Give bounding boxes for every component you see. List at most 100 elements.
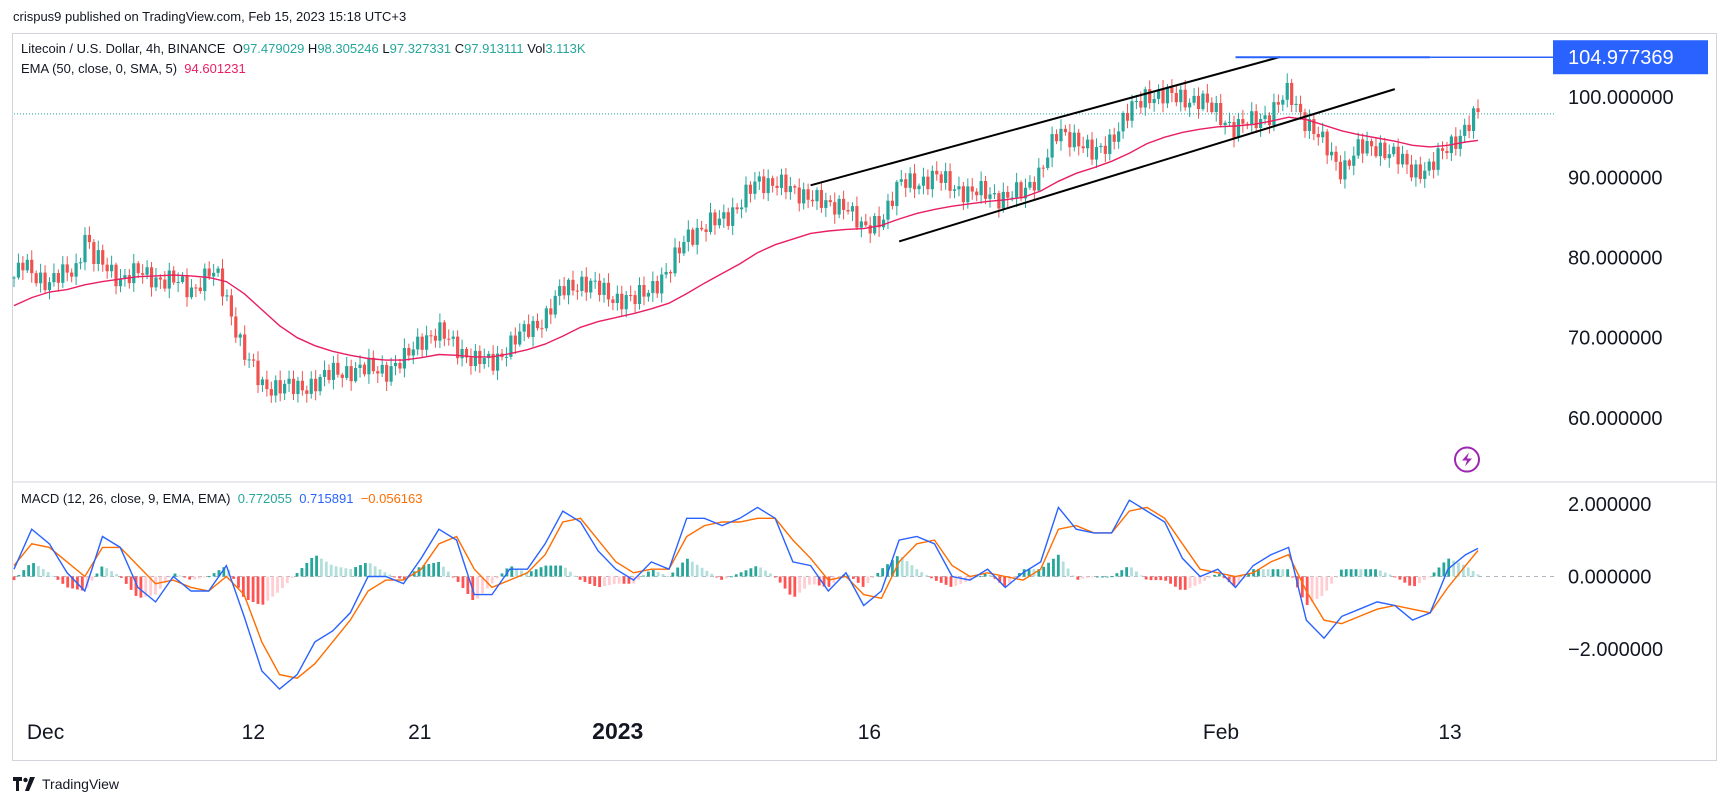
macd-histogram-bar bbox=[744, 570, 748, 577]
candle-body bbox=[1032, 181, 1036, 191]
macd-histogram-bar bbox=[959, 576, 963, 584]
macd-histogram-bar bbox=[749, 568, 753, 577]
macd-histogram-bar bbox=[642, 575, 645, 577]
time-axis-label: 2023 bbox=[592, 718, 643, 744]
macd-histogram-bar bbox=[554, 565, 558, 577]
ema-label[interactable]: EMA (50, close, 0, SMA, 5) bbox=[21, 61, 178, 76]
candle-body bbox=[1307, 119, 1312, 132]
candle-body bbox=[367, 357, 371, 375]
macd-histogram-bar bbox=[1418, 576, 1421, 584]
macd-histogram-bar bbox=[378, 569, 382, 577]
candle-body bbox=[948, 171, 952, 191]
candle-body bbox=[1378, 142, 1382, 157]
macd-histogram-bar bbox=[651, 570, 655, 577]
macd-histogram-bar bbox=[290, 576, 294, 579]
candle-body bbox=[806, 189, 810, 200]
macd-histogram-bar bbox=[568, 571, 572, 577]
macd-histogram-bar bbox=[666, 576, 670, 578]
candle-body bbox=[549, 308, 553, 315]
macd-histogram-bar bbox=[71, 576, 74, 589]
candle-body bbox=[163, 279, 167, 289]
macd-histogram-bar bbox=[202, 576, 206, 578]
candle-body bbox=[899, 179, 903, 182]
candle-body bbox=[65, 264, 69, 273]
candle-body bbox=[189, 287, 194, 298]
candle-body bbox=[456, 336, 460, 359]
macd-histogram-bar bbox=[1291, 576, 1294, 578]
macd-histogram-bar bbox=[46, 572, 50, 577]
macd-histogram-bar bbox=[1359, 569, 1363, 577]
candle-body bbox=[34, 273, 38, 284]
candle-body bbox=[992, 193, 997, 195]
candle-body bbox=[1010, 197, 1014, 199]
macd-histogram-bar bbox=[1188, 576, 1192, 588]
macd-histogram-bar bbox=[515, 568, 519, 577]
macd-histogram-bar bbox=[1471, 570, 1475, 577]
macd-histogram-bar bbox=[363, 563, 367, 577]
macd-histogram-bar bbox=[583, 576, 587, 582]
macd-label[interactable]: MACD (12, 26, close, 9, EMA, EMA) bbox=[21, 491, 231, 506]
candle-body bbox=[154, 277, 158, 288]
macd-histogram-bar bbox=[725, 576, 728, 579]
candle-body bbox=[1201, 93, 1205, 110]
macd-histogram-bar bbox=[1437, 567, 1441, 577]
channel-lower-line[interactable] bbox=[898, 88, 1396, 243]
macd-histogram-bar bbox=[1466, 567, 1470, 577]
macd-histogram-bar bbox=[910, 565, 914, 577]
candle-body bbox=[1099, 145, 1103, 148]
macd-histogram-bar bbox=[1003, 576, 1007, 587]
macd-histogram-bar bbox=[368, 563, 372, 577]
candle-body bbox=[668, 271, 673, 274]
macd-histogram-bar bbox=[788, 576, 792, 595]
macd-histogram-bar bbox=[808, 576, 811, 585]
candle-body bbox=[78, 262, 83, 264]
macd-histogram-bar bbox=[134, 576, 138, 596]
candle-body bbox=[509, 335, 513, 357]
candle-body bbox=[1423, 170, 1427, 179]
candle-body bbox=[243, 334, 247, 360]
candle-body bbox=[540, 328, 544, 330]
candle-body bbox=[1192, 95, 1196, 103]
candle-body bbox=[873, 216, 877, 234]
candle-body bbox=[283, 383, 287, 394]
candle-body bbox=[251, 359, 256, 361]
candle-body bbox=[92, 242, 96, 265]
candle-body bbox=[1090, 139, 1094, 160]
macd-histogram-bar bbox=[37, 566, 40, 577]
macd-histogram-bar bbox=[359, 565, 362, 577]
time-axis-label: 21 bbox=[408, 721, 431, 744]
candle-body bbox=[247, 359, 251, 361]
candle-body bbox=[141, 273, 145, 275]
candle-body bbox=[464, 348, 469, 358]
candle-body bbox=[127, 275, 131, 284]
price-tick-label: 90.000000 bbox=[1568, 167, 1663, 189]
candle-body bbox=[1343, 160, 1347, 180]
macd-histogram-bar bbox=[398, 576, 401, 579]
macd-histogram-bar bbox=[861, 576, 865, 587]
macd-histogram-bar bbox=[461, 576, 465, 588]
candle-body bbox=[1463, 124, 1467, 136]
macd-histogram-bar bbox=[939, 576, 943, 583]
symbol-title[interactable]: Litecoin / U.S. Dollar, 4h, BINANCE bbox=[21, 41, 226, 56]
candle-body bbox=[1467, 124, 1471, 132]
macd-histogram-bar bbox=[866, 576, 870, 583]
candle-body bbox=[575, 290, 580, 292]
macd-histogram-bar bbox=[22, 570, 26, 577]
chart-panel[interactable] bbox=[12, 33, 1717, 761]
candle-body bbox=[855, 206, 859, 228]
candle-body bbox=[1338, 161, 1343, 180]
macd-histogram-bar bbox=[1095, 576, 1099, 578]
candle-body bbox=[1028, 181, 1032, 188]
macd-histogram-bar bbox=[315, 555, 318, 577]
candle-body bbox=[1476, 108, 1480, 113]
macd-histogram-bar bbox=[1383, 572, 1387, 577]
candle-body bbox=[1019, 182, 1023, 199]
candle-body bbox=[921, 176, 926, 186]
macd-histogram-bar bbox=[1354, 569, 1358, 577]
macd-histogram-bar bbox=[1403, 576, 1407, 583]
macd-histogram-bar bbox=[403, 576, 406, 580]
candle-body bbox=[278, 380, 282, 394]
channel-upper-line[interactable] bbox=[810, 56, 1280, 187]
candle-body bbox=[1219, 102, 1223, 126]
